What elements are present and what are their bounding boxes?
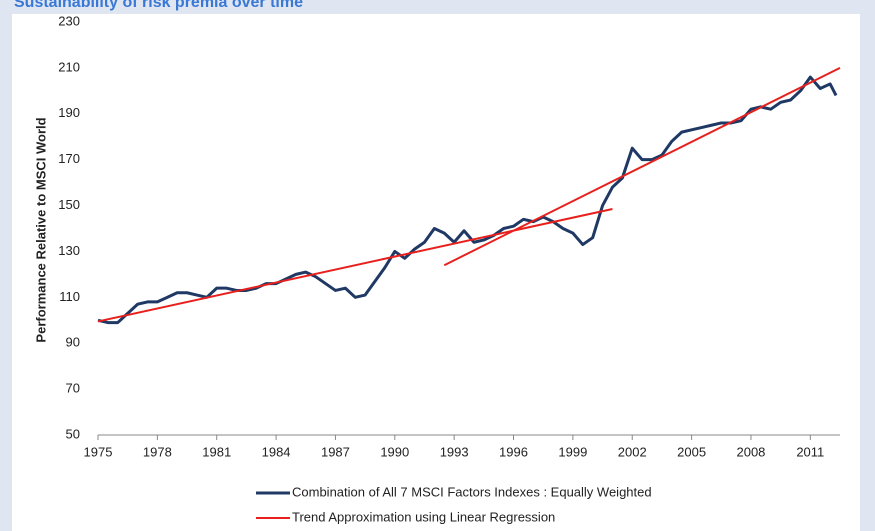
x-tick-label: 1978 <box>143 444 172 459</box>
y-axis-label: Performance Relative to MSCI World <box>33 117 48 342</box>
chart-panel <box>12 14 860 531</box>
x-tick-label: 1999 <box>558 444 587 459</box>
y-tick-label: 230 <box>58 13 80 28</box>
x-tick-label: 1996 <box>499 444 528 459</box>
y-tick-label: 50 <box>66 426 80 441</box>
x-tick-label: 1990 <box>380 444 409 459</box>
y-tick-label: 70 <box>66 381 80 396</box>
x-tick-label: 1984 <box>262 444 291 459</box>
y-tick-label: 170 <box>58 151 80 166</box>
chart-title: Sustainability of risk premia over time <box>14 0 303 11</box>
x-tick-label: 2002 <box>618 444 647 459</box>
x-tick-label: 1981 <box>202 444 231 459</box>
y-tick-label: 190 <box>58 105 80 120</box>
y-tick-label: 90 <box>66 335 80 350</box>
x-tick-label: 1975 <box>84 444 113 459</box>
y-tick-label: 130 <box>58 243 80 258</box>
x-tick-label: 1987 <box>321 444 350 459</box>
y-tick-label: 110 <box>59 289 80 304</box>
series-line <box>97 75 838 325</box>
x-tick-label: 2005 <box>677 444 706 459</box>
legend-label: Combination of All 7 MSCI Factors Indexe… <box>292 484 652 499</box>
y-tick-label: 150 <box>58 197 80 212</box>
x-tick-label: 2008 <box>736 444 765 459</box>
x-tick-label: 2011 <box>796 444 824 459</box>
series-line <box>97 66 841 323</box>
y-tick-label: 210 <box>58 59 80 74</box>
x-tick-label: 1993 <box>440 444 469 459</box>
legend-label: Trend Approximation using Linear Regress… <box>292 509 555 524</box>
